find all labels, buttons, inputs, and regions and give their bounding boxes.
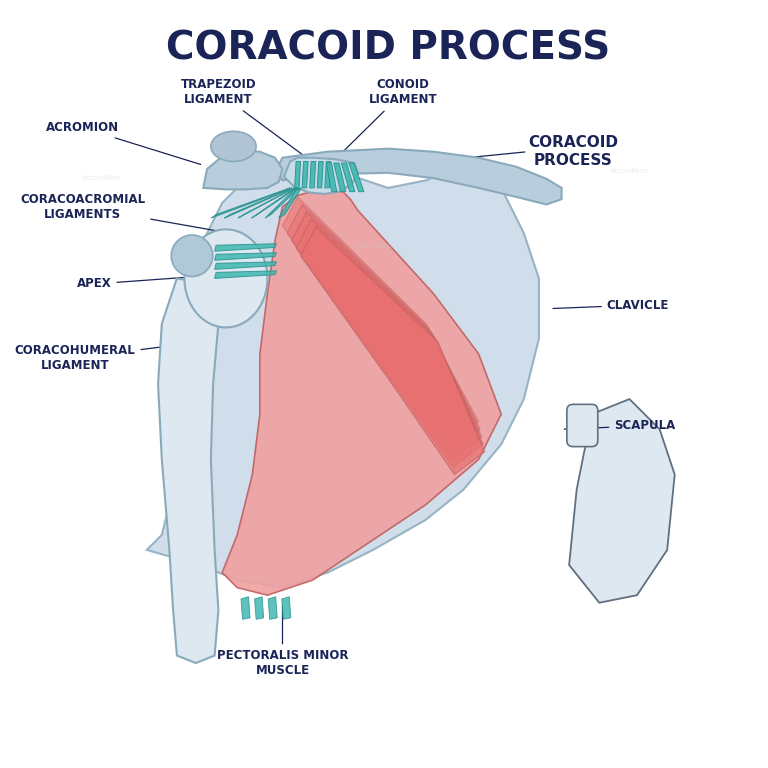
Text: VectorMine: VectorMine — [610, 168, 649, 174]
Text: CORACOHUMERAL
LIGAMENT: CORACOHUMERAL LIGAMENT — [15, 340, 212, 372]
Polygon shape — [275, 149, 561, 204]
Text: CORACOID PROCESS: CORACOID PROCESS — [166, 29, 611, 68]
Polygon shape — [334, 163, 346, 192]
Polygon shape — [295, 161, 300, 188]
Polygon shape — [302, 161, 308, 188]
Polygon shape — [214, 271, 276, 279]
Text: APEX: APEX — [77, 275, 221, 290]
Polygon shape — [224, 188, 293, 218]
Polygon shape — [310, 161, 316, 188]
Polygon shape — [238, 188, 295, 218]
Polygon shape — [211, 188, 290, 218]
Polygon shape — [204, 151, 283, 190]
Polygon shape — [158, 279, 222, 663]
Ellipse shape — [211, 131, 256, 161]
Text: CORACOID
PROCESS: CORACOID PROCESS — [528, 135, 618, 168]
Ellipse shape — [184, 230, 267, 327]
Polygon shape — [252, 188, 296, 218]
Text: CONOID
LIGAMENT: CONOID LIGAMENT — [337, 78, 438, 157]
Polygon shape — [268, 597, 277, 619]
Text: CLAVICLE: CLAVICLE — [553, 299, 669, 312]
Polygon shape — [265, 188, 299, 218]
Polygon shape — [214, 243, 276, 251]
Polygon shape — [317, 161, 323, 188]
Polygon shape — [283, 197, 478, 445]
Text: PECTORALIS MINOR
MUSCLE: PECTORALIS MINOR MUSCLE — [217, 605, 348, 677]
Polygon shape — [254, 597, 263, 619]
Polygon shape — [282, 597, 291, 619]
FancyBboxPatch shape — [567, 405, 598, 447]
Polygon shape — [284, 157, 358, 194]
Polygon shape — [341, 163, 355, 192]
Text: VectorMine: VectorMine — [82, 175, 121, 181]
Polygon shape — [569, 399, 675, 603]
Polygon shape — [214, 253, 276, 260]
Text: SCAPULA: SCAPULA — [564, 419, 676, 432]
Polygon shape — [300, 227, 485, 475]
Text: CORACOACROMIAL
LIGAMENTS: CORACOACROMIAL LIGAMENTS — [20, 193, 227, 233]
Text: ACROMION: ACROMION — [46, 121, 200, 164]
Polygon shape — [147, 165, 539, 588]
Polygon shape — [349, 163, 364, 192]
Polygon shape — [222, 190, 502, 595]
Polygon shape — [326, 163, 337, 192]
Polygon shape — [241, 597, 250, 619]
Polygon shape — [292, 212, 482, 459]
Ellipse shape — [171, 235, 213, 276]
Text: HUMERUS: HUMERUS — [184, 442, 197, 508]
Text: TRAPEZOID
LIGAMENT: TRAPEZOID LIGAMENT — [180, 78, 304, 156]
Polygon shape — [325, 161, 331, 188]
Text: VectorMine: VectorMine — [353, 243, 392, 250]
Polygon shape — [214, 262, 276, 270]
Polygon shape — [287, 204, 480, 452]
Polygon shape — [296, 220, 483, 467]
Polygon shape — [279, 188, 301, 218]
